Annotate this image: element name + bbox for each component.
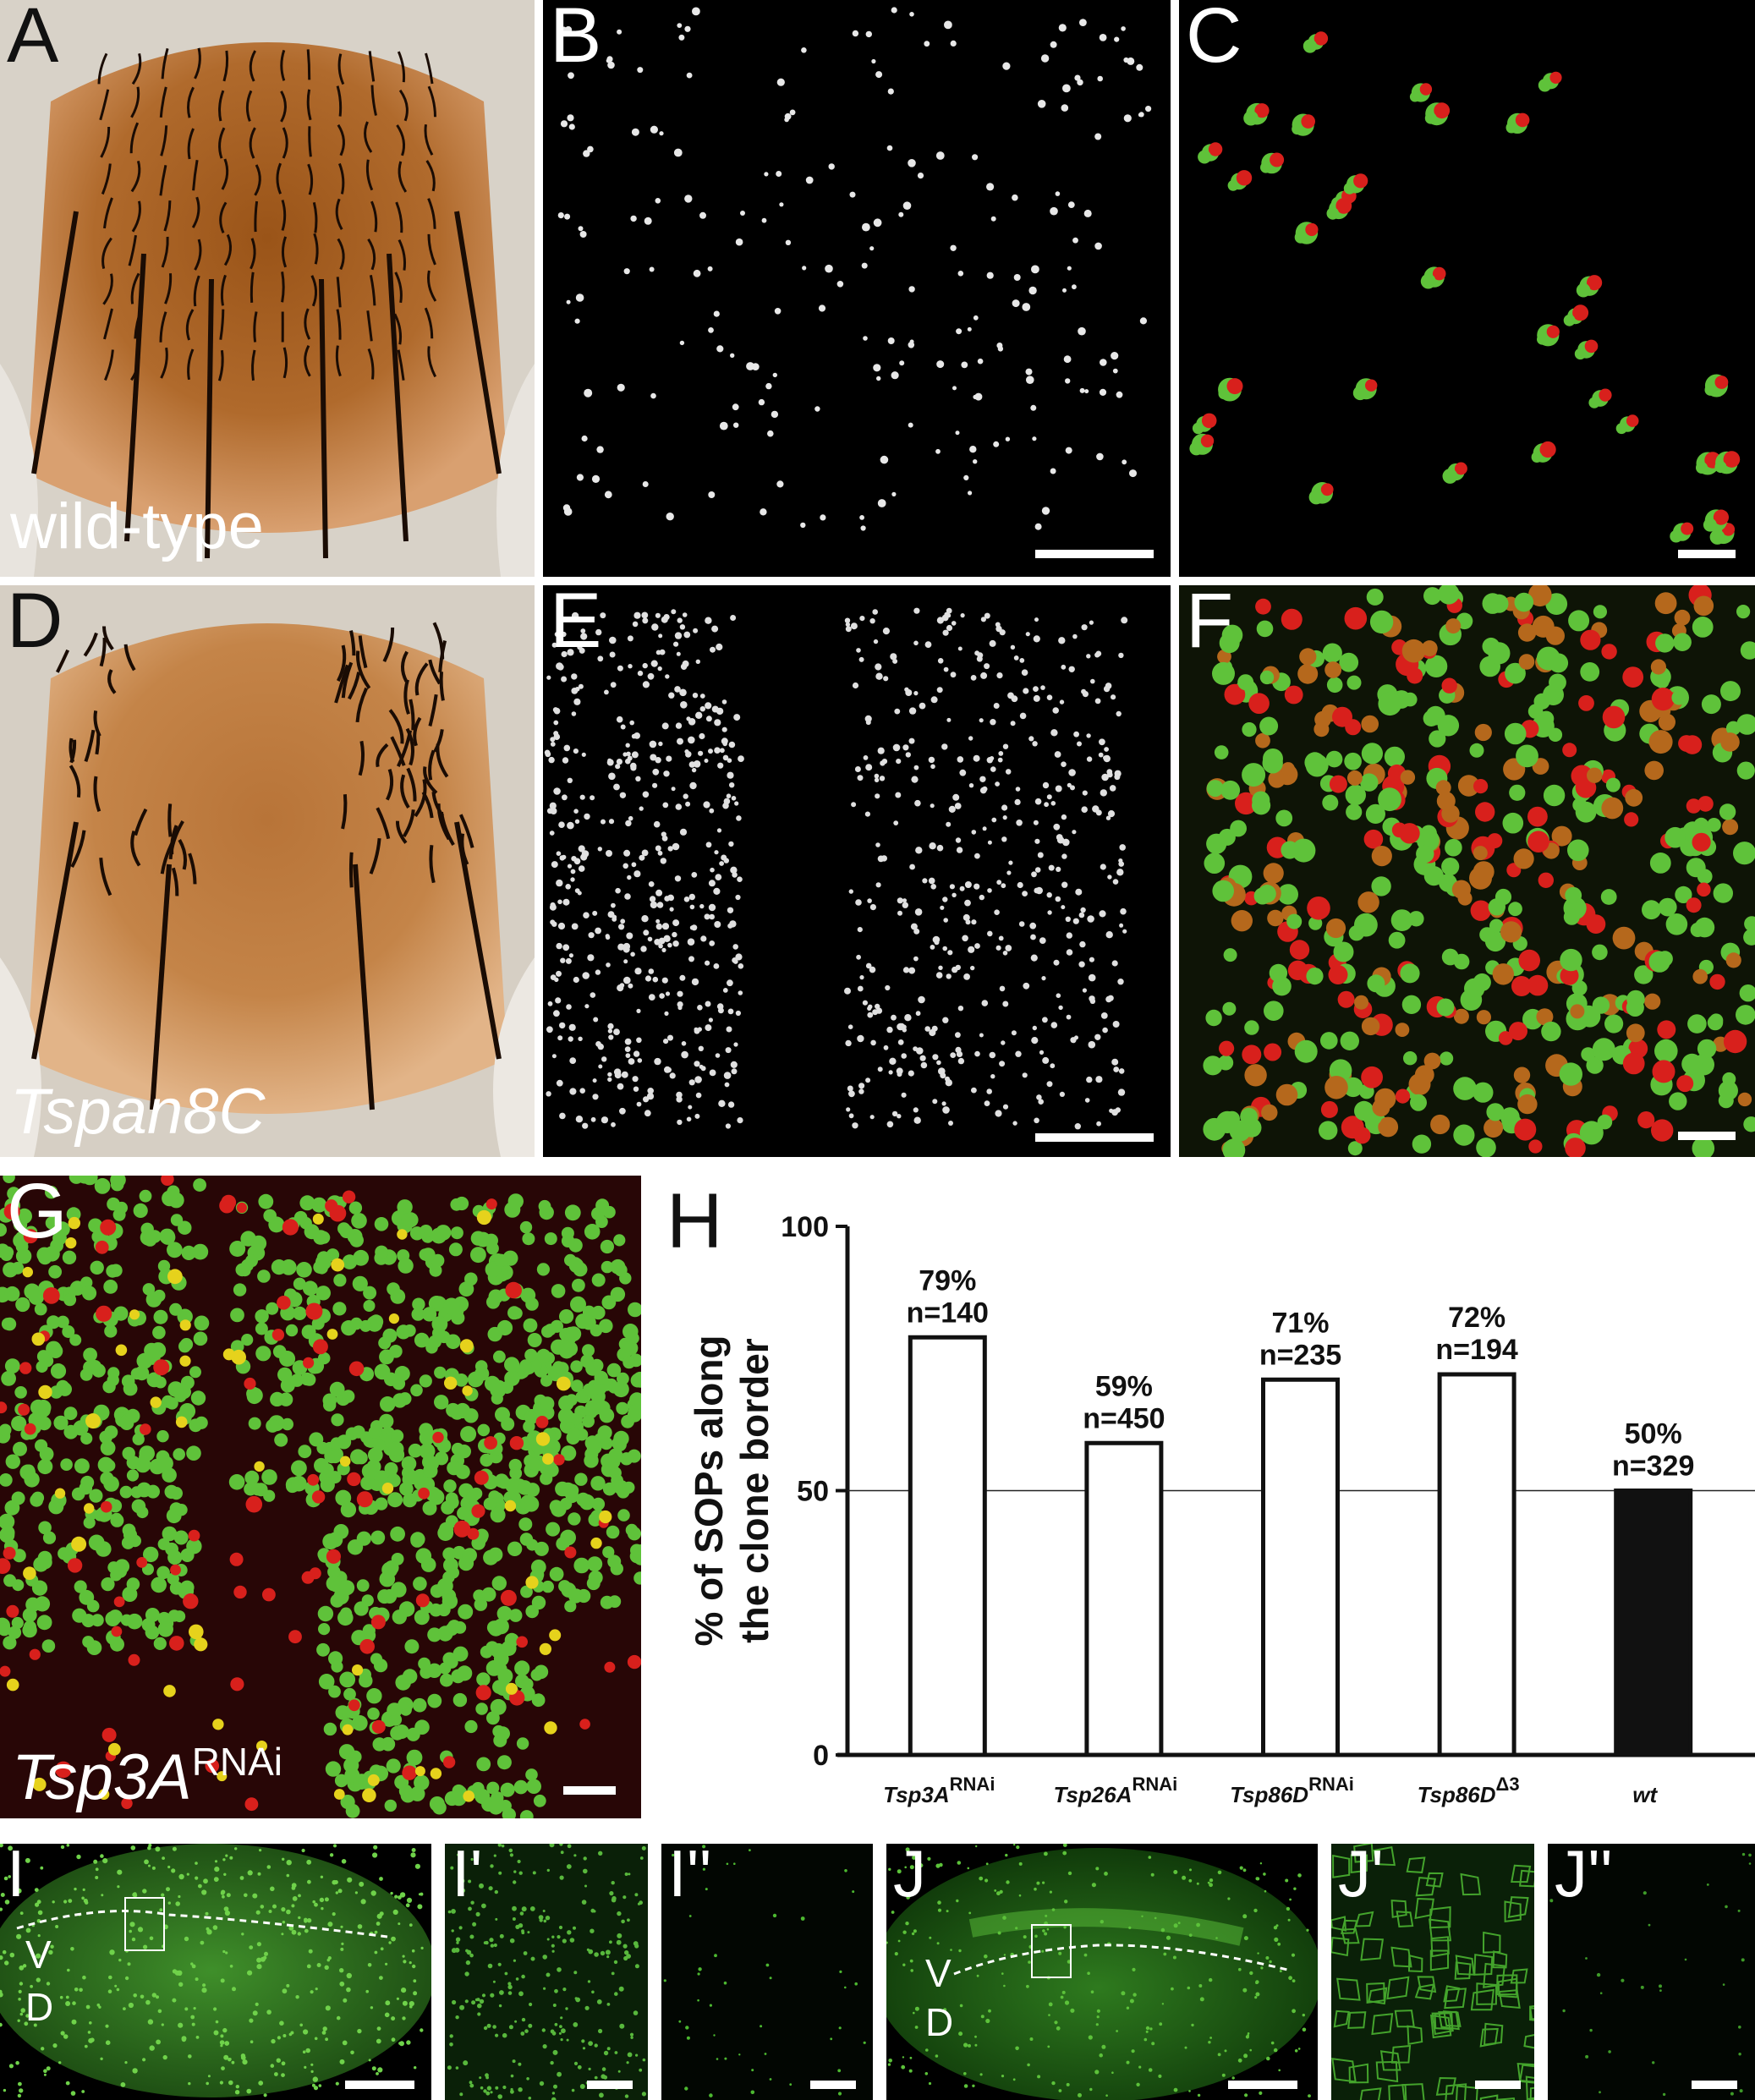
- genotype-label: Tsp3ARNAi: [12, 1742, 282, 1810]
- scale-bar: [587, 2081, 633, 2089]
- panel-j-image: [886, 1844, 1318, 2100]
- panel-label: H: [666, 1178, 723, 1264]
- scale-bar: [1475, 2081, 1521, 2089]
- scale-bar: [1678, 550, 1736, 558]
- panel-i-prime: I': [445, 1844, 648, 2100]
- category-superscript: RNAi: [950, 1774, 995, 1795]
- bar-n-label: n=450: [1083, 1402, 1165, 1434]
- category-name: Tsp3A: [883, 1782, 950, 1807]
- category-name: Tsp26A: [1054, 1782, 1133, 1807]
- panel-i: I V D: [0, 1844, 431, 2100]
- panel-label: A: [7, 0, 59, 79]
- category-superscript: RNAi: [1308, 1774, 1354, 1795]
- category-superscript: Δ3: [1496, 1774, 1520, 1795]
- category-label: Tsp3ARNAi: [883, 1774, 995, 1807]
- bar-n-label: n=194: [1435, 1334, 1517, 1366]
- category-label: Tsp86DΔ3: [1418, 1774, 1520, 1807]
- y-tick-label: 100: [781, 1211, 829, 1243]
- scale-bar: [1035, 1133, 1154, 1142]
- y-axis-label-line-2: the clone border: [732, 1338, 776, 1642]
- panel-j-double-prime-image: [1549, 1852, 1752, 2097]
- category-name: Tsp86D: [1418, 1782, 1496, 1807]
- category-name: wt: [1632, 1782, 1658, 1807]
- ventral-label: V: [925, 1951, 952, 1995]
- panel-c: C: [1179, 0, 1755, 577]
- genotype-label: Tspan8C: [10, 1076, 266, 1148]
- scale-bar: [1692, 2081, 1737, 2089]
- panel-j: J V D: [886, 1844, 1318, 2100]
- panel-a: A wild-type: [0, 0, 535, 577]
- bar: [908, 1335, 987, 1757]
- category-label: Tsp86DRNAi: [1230, 1774, 1354, 1807]
- panel-j-prime: J': [1331, 1844, 1534, 2100]
- panel-f: F: [1179, 585, 1755, 1157]
- bar-chart: % of SOPs alongthe clone border 0 50 100 79%…: [687, 1211, 1755, 1807]
- dorsal-label: D: [925, 2000, 954, 2044]
- bar-pct-label: 71%: [1271, 1307, 1329, 1339]
- bar-n-label: n=140: [907, 1297, 989, 1329]
- bar: [1614, 1489, 1693, 1757]
- scale-bar: [1035, 550, 1154, 558]
- panel-g: G Tsp3ARNAi: [0, 1176, 641, 1818]
- bar-pct-label: 50%: [1625, 1418, 1682, 1450]
- y-axis-label: % of SOPs alongthe clone border: [687, 1335, 776, 1646]
- category-label: wt: [1632, 1782, 1658, 1807]
- bar-pct-label: 59%: [1095, 1370, 1153, 1402]
- ventral-label: V: [25, 1933, 52, 1977]
- category-superscript: RNAi: [1132, 1774, 1177, 1795]
- panel-i-double-prime-image: [663, 1845, 866, 2097]
- panel-label: J: [893, 1844, 926, 1911]
- bar: [1084, 1440, 1164, 1757]
- y-axis-label-line-1: % of SOPs along: [687, 1335, 731, 1646]
- panel-a-image: [0, 0, 535, 577]
- scale-bar: [1228, 2081, 1297, 2089]
- panel-e-image: [544, 607, 1128, 1130]
- scale-bar: [1678, 1132, 1736, 1140]
- panel-g-image: [0, 1176, 641, 1818]
- panel-i-image: [0, 1844, 431, 2098]
- panel-j-prime-image: [1331, 1844, 1534, 2100]
- panel-label: G: [7, 1176, 68, 1254]
- panel-d: D Tspan8C: [0, 585, 535, 1157]
- panel-label: I': [452, 1844, 483, 1911]
- category-name: Tsp86D: [1230, 1782, 1308, 1807]
- panel-f-image: [1203, 585, 1755, 1157]
- panel-h-chart: H % of SOPs alongthe clone border 0 50 100 7…: [641, 1176, 1755, 1835]
- panel-label: F: [1186, 585, 1234, 664]
- panel-b-image: [557, 7, 1152, 531]
- panel-label: I'': [668, 1844, 712, 1911]
- dorsal-label: D: [25, 1985, 54, 2029]
- bar-n-label: n=329: [1612, 1450, 1694, 1483]
- panel-label: J'': [1555, 1844, 1613, 1911]
- scale-bar: [810, 2081, 856, 2089]
- panel-label: C: [1186, 0, 1242, 79]
- panel-j-double-prime: J'': [1548, 1844, 1755, 2100]
- panel-label: J': [1338, 1844, 1384, 1911]
- panel-label: D: [7, 585, 63, 664]
- panel-label: I: [7, 1844, 25, 1911]
- panel-c-image: [1189, 31, 1741, 545]
- bar: [1261, 1377, 1340, 1757]
- bar-pct-label: 72%: [1448, 1302, 1505, 1334]
- genotype-sup: RNAi: [191, 1740, 283, 1784]
- scale-bar: [563, 1786, 616, 1795]
- y-tick-label: 50: [797, 1476, 829, 1508]
- bar-n-label: n=235: [1259, 1339, 1341, 1371]
- y-tick-label: 0: [813, 1740, 829, 1772]
- genotype-label: wild-type: [10, 491, 264, 562]
- panel-label: B: [550, 0, 602, 79]
- panel-e: E: [543, 585, 1171, 1157]
- scale-bar: [345, 2081, 414, 2089]
- genotype-main: Tsp3A: [12, 1741, 192, 1813]
- category-label: Tsp26ARNAi: [1054, 1774, 1178, 1807]
- panel-i-double-prime: I'': [661, 1844, 873, 2100]
- bar: [1437, 1372, 1516, 1757]
- panel-i-prime-image: [447, 1844, 646, 2100]
- bar-pct-label: 79%: [919, 1264, 976, 1297]
- panel-label: E: [550, 585, 602, 664]
- panel-d-image: [0, 585, 535, 1157]
- panel-b: B: [543, 0, 1171, 577]
